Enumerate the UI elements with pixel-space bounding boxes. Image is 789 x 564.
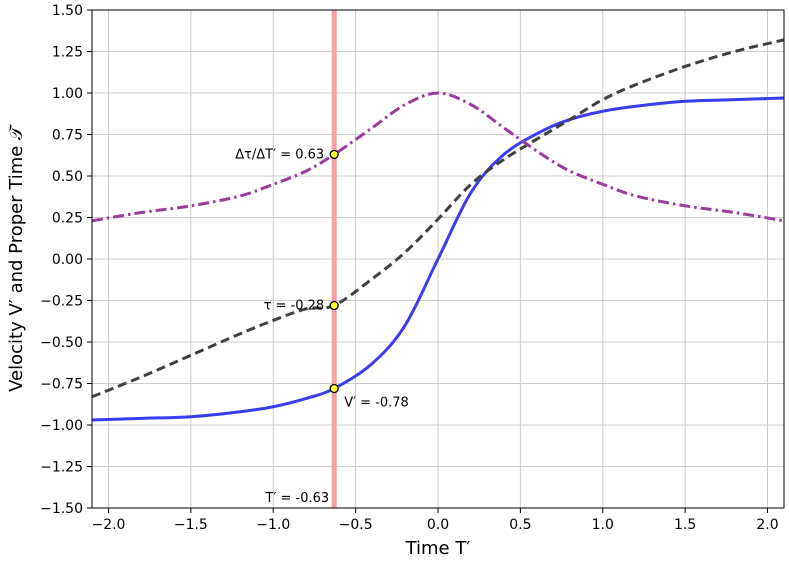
y-tick-label: −0.25 (40, 294, 83, 310)
plot-frame (91, 9, 785, 509)
y-tick-label: 1.00 (52, 86, 83, 102)
y-tick-label: −1.50 (40, 501, 83, 517)
x-tick-label: −0.5 (339, 517, 373, 533)
y-tick-label: −1.25 (40, 460, 83, 476)
y-tick-label: 1.50 (52, 3, 83, 19)
y-tick-label: 0.75 (52, 128, 83, 144)
y-axis-label: Velocity V′ and Proper Time 𝒯 (6, 124, 27, 392)
marker-annotation: τ = -0.28 (264, 298, 325, 313)
x-tick-label: 0.5 (509, 517, 531, 533)
series-line-dtau_dT (91, 91, 785, 223)
x-axis-label: Time T′ (405, 538, 471, 559)
x-tick-label: −1.5 (174, 517, 208, 533)
series-line-velocity (91, 96, 785, 422)
y-tick-label: 1.25 (52, 45, 83, 61)
y-tick-label: −1.00 (40, 418, 83, 434)
marker-group (329, 149, 339, 394)
x-tick-label: 2.0 (756, 517, 778, 533)
x-tick-label: 1.0 (592, 517, 614, 533)
series-line-proper_time (91, 38, 785, 399)
y-tick-label: −0.75 (40, 377, 83, 393)
x-tick-label: −2.0 (91, 517, 125, 533)
series-group (91, 38, 785, 422)
annot-group: Δτ/ΔT′ = 0.63 τ = -0.28 V′ = -0.78 T′ = -0.… (235, 147, 409, 506)
y-tick-label: −0.50 (40, 335, 83, 351)
x-tick-label: 1.5 (674, 517, 696, 533)
marker-point (329, 300, 339, 311)
y-tick-label: 0.00 (52, 252, 83, 268)
x-tick-label: −1.0 (256, 517, 290, 533)
y-tick-label: 0.50 (52, 169, 83, 185)
marker-point (329, 383, 339, 394)
x-tick-label: 0.0 (427, 517, 449, 533)
marker-annotation: V′ = -0.78 (344, 395, 409, 410)
vline-annotation: T′ = -0.63 (265, 491, 330, 506)
marker-annotation: Δτ/ΔT′ = 0.63 (235, 147, 324, 162)
y-tick-label: 0.25 (52, 211, 83, 227)
marker-point (329, 149, 339, 160)
label-group: Time T′ Velocity V′ and Proper Time 𝒯 (6, 124, 470, 559)
axes-group: −2.0 −1.5 −1.0 −0.5 0.0 0.5 1.0 1.5 2.0 −1.50 −1.2… (40, 3, 785, 533)
